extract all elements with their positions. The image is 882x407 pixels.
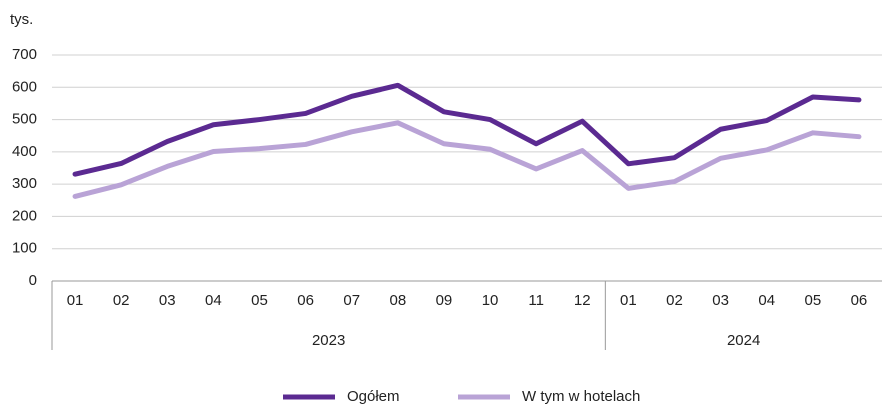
x-tick-label: 06 [851,292,868,309]
x-tick-label: 04 [758,292,775,309]
legend-label: W tym w hotelach [522,388,640,405]
line-series [72,82,862,177]
x-tick-label: 05 [251,292,268,309]
y-tick-label: 700 [12,46,37,63]
group-label: 2024 [727,332,760,349]
y-tick-label: 400 [12,143,37,160]
x-tick-label: 03 [159,292,176,309]
y-tick-label: 0 [29,272,37,289]
x-tick-label: 03 [712,292,729,309]
y-tick-label: 300 [12,175,37,192]
x-tick-label: 09 [436,292,453,309]
group-label: 2023 [312,332,345,349]
y-tick-label: 200 [12,207,37,224]
x-tick-label: 01 [67,292,84,309]
x-tick-label: 02 [666,292,683,309]
y-tick-label: 600 [12,78,37,95]
y-tick-label: 500 [12,111,37,128]
x-tick-label: 06 [297,292,314,309]
x-tick-label: 05 [804,292,821,309]
line-series [72,120,862,199]
x-tick-label: 01 [620,292,637,309]
y-tick-label: 100 [12,240,37,257]
x-tick-label: 08 [389,292,406,309]
legend-label: Ogółem [347,388,400,405]
x-tick-label: 04 [205,292,222,309]
x-tick-label: 02 [113,292,130,309]
y-axis-label: tys. [10,11,33,28]
x-tick-label: 07 [343,292,360,309]
x-tick-label: 12 [574,292,591,309]
x-tick-label: 10 [482,292,499,309]
x-tick-label: 11 [528,292,544,309]
